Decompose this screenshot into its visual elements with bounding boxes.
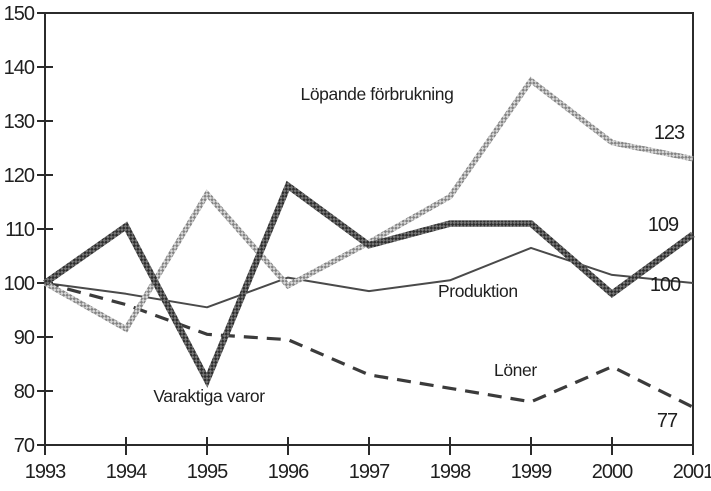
y-axis-tick-label: 80 xyxy=(14,381,35,403)
plot-frame xyxy=(44,12,694,446)
series-line-loner xyxy=(44,281,694,409)
end-value-loner: 77 xyxy=(657,410,678,432)
series-label-lopande-forbrukning: Löpande förbrukning xyxy=(301,84,454,104)
y-axis-tick-label: 130 xyxy=(4,111,35,133)
x-axis-tick-label: 1993 xyxy=(25,461,66,483)
x-axis-tick-label: 2001 xyxy=(673,461,711,483)
series-line-produktion xyxy=(44,246,694,309)
series-layer xyxy=(43,76,695,409)
x-axis-tick-label: 1997 xyxy=(349,461,390,483)
end-value-varaktiga: 109 xyxy=(648,214,679,236)
y-axis-tick-label: 140 xyxy=(4,57,35,79)
x-axis-tick-label: 1995 xyxy=(187,461,228,483)
series-label-produktion: Produktion xyxy=(438,281,518,301)
y-axis-tick-label: 120 xyxy=(4,165,35,187)
x-axis-tick-label: 1996 xyxy=(268,461,309,483)
x-axis-tick-label: 2000 xyxy=(592,461,633,483)
x-axis-tick-label: 1994 xyxy=(106,461,147,483)
axes-layer: 150 140 130 120 110 100 90 80 70 1993 1994 1995 1996… xyxy=(4,3,711,483)
series-label-varaktiga-varor: Varaktiga varor xyxy=(153,386,265,406)
x-axis-tick-label: 1998 xyxy=(430,461,471,483)
series-line-varaktiga xyxy=(43,180,695,388)
y-axis-tick-label: 100 xyxy=(4,273,35,295)
x-axis-tick-label: 1999 xyxy=(511,461,552,483)
y-axis-tick-label: 150 xyxy=(4,3,35,25)
end-value-produktion: 100 xyxy=(650,274,681,296)
y-axis-tick-label: 110 xyxy=(5,219,35,241)
y-axis-tick-label: 70 xyxy=(14,435,35,457)
end-value-lopande: 123 xyxy=(654,122,685,144)
y-axis-tick-label: 90 xyxy=(14,327,35,349)
series-label-loner: Löner xyxy=(494,360,537,380)
